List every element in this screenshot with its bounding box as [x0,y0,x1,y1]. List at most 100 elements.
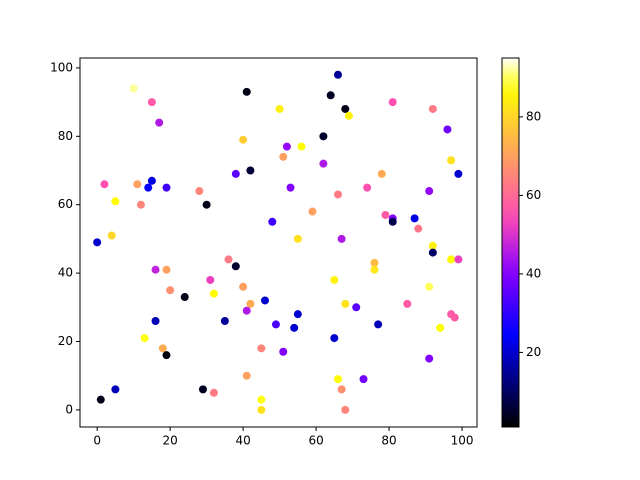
point [209,289,218,298]
point [410,214,419,223]
point [279,152,288,161]
point [333,375,342,384]
point [333,70,342,79]
point [337,234,346,243]
point [330,275,339,284]
x-tick-label: 80 [381,434,396,448]
point [162,351,171,360]
point [370,258,379,267]
point [359,375,368,384]
point [293,234,302,243]
point [447,255,456,264]
x-tick-label: 0 [93,434,101,448]
point [268,217,277,226]
point [377,169,386,178]
point [111,197,120,206]
point [344,111,353,120]
point [425,187,434,196]
point [279,347,288,356]
point [242,306,251,315]
x-tick-label: 100 [451,434,474,448]
point [257,405,266,414]
point [239,135,248,144]
point [319,132,328,141]
point [147,98,156,107]
point [425,354,434,363]
point [447,156,456,165]
point [297,142,306,151]
point [162,265,171,274]
point [443,125,452,134]
point [428,104,437,113]
point [96,395,105,404]
point [333,190,342,199]
point [450,313,459,322]
point [330,334,339,343]
point [374,320,383,329]
point [147,176,156,185]
point [428,248,437,257]
colorbar-tick-label: 20 [526,345,541,359]
point [136,200,145,209]
y-tick-label: 0 [65,402,73,416]
point [290,323,299,332]
point [206,275,215,284]
point [209,388,218,397]
point [326,91,335,100]
y-tick-label: 80 [58,129,73,143]
y-tick-label: 20 [58,334,73,348]
point [242,371,251,380]
point [436,323,445,332]
point [363,183,372,192]
point [454,255,463,264]
colorbar-tick-label: 40 [526,266,541,280]
point [293,310,302,319]
y-tick-label: 40 [58,266,73,280]
colorbar [502,58,519,427]
point [275,104,284,113]
point [428,241,437,250]
x-tick-label: 40 [235,434,250,448]
point [388,98,397,107]
colorbar-tick-label: 60 [526,188,541,202]
point [282,142,291,151]
point [144,183,153,192]
point [414,224,423,233]
point [107,231,116,240]
point [224,255,233,264]
point [319,159,328,168]
point [388,217,397,226]
point [337,385,346,394]
colorbar-tick-label: 80 [526,109,541,123]
point [271,320,280,329]
point [381,210,390,219]
point [257,344,266,353]
point [257,395,266,404]
point [151,316,160,325]
point [352,303,361,312]
point [239,282,248,291]
point [231,169,240,178]
point [133,180,142,189]
y-tick-label: 60 [58,197,73,211]
point [246,166,255,175]
point [162,183,171,192]
point [260,296,269,305]
point [111,385,120,394]
point [308,207,317,216]
point [140,334,149,343]
x-tick-label: 60 [308,434,323,448]
point [151,265,160,274]
point [370,265,379,274]
colorbar-frame [501,57,520,428]
point [198,385,207,394]
point [155,118,164,127]
point [195,187,204,196]
point [425,282,434,291]
point [246,299,255,308]
point [341,104,350,113]
point [341,299,350,308]
point [158,344,167,353]
